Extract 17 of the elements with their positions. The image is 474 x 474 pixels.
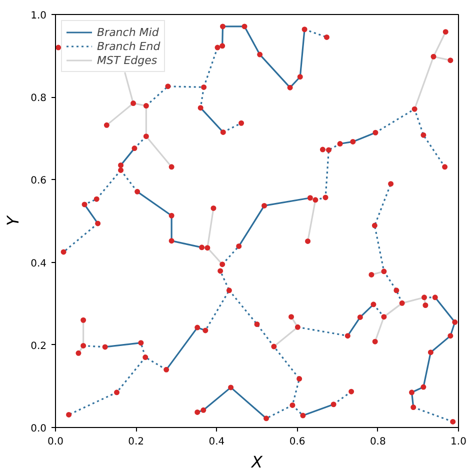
y-tick-label: 0.2 [30,340,47,352]
y-tick-label: 0.0 [30,424,47,434]
y-tick-label: 0.8 [30,93,47,104]
y-tick-label: 0.4 [30,258,47,270]
legend-label: Branch Mid [97,26,159,38]
x-tick-label: 0.0 [48,436,64,448]
x-tick-label: 0.2 [128,436,144,448]
y-tick-label: 1.0 [30,10,47,22]
x-tick-label: 1.0 [450,436,466,448]
y-axis-title: Y [4,214,23,226]
x-tick-label: 0.6 [289,436,306,448]
x-tick-label: 0.8 [370,436,386,448]
legend-label: MST Edges [97,54,158,66]
legend-label: Branch End [97,40,160,52]
y-tick-label: 0.6 [30,176,47,187]
x-axis-title: X [250,452,264,472]
x-tick-label: 0.4 [208,436,225,448]
